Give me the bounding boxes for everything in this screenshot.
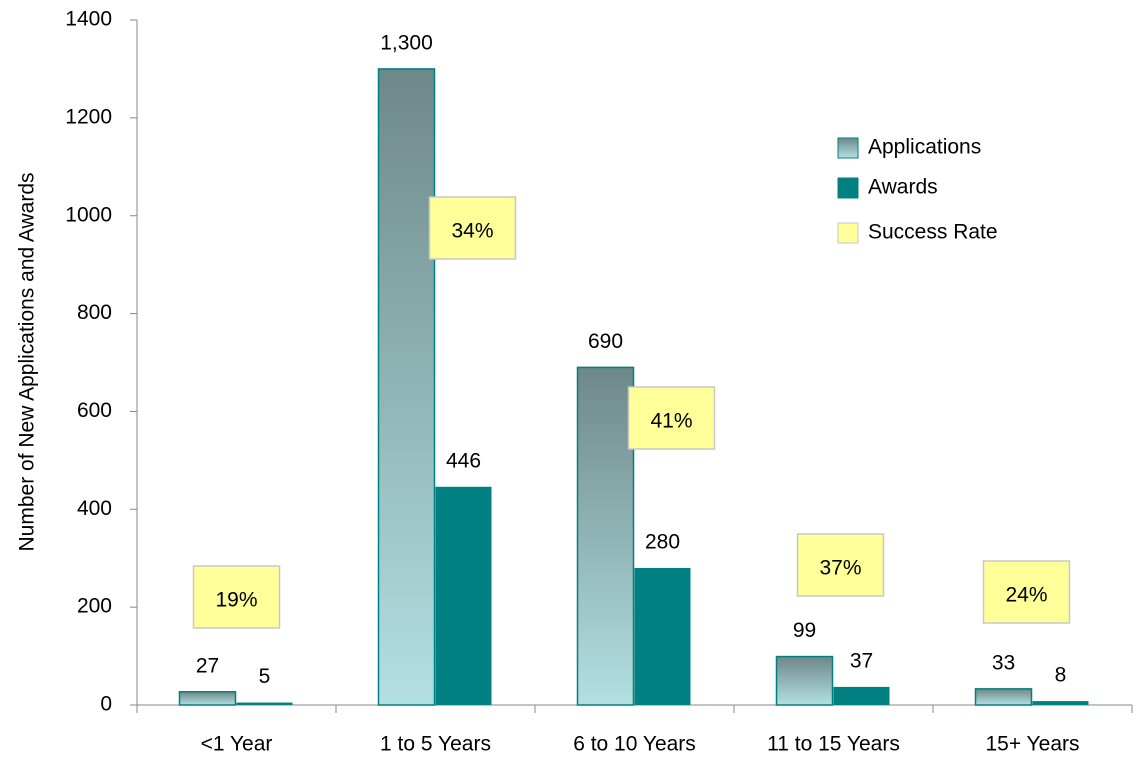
success-rate-label: 41%	[650, 410, 692, 433]
success-rate-box	[428, 196, 517, 260]
y-tick-label: 400	[77, 497, 112, 520]
value-label: 33	[992, 651, 1015, 674]
success-rate-label: 24%	[1005, 584, 1047, 607]
legend-swatch	[837, 222, 859, 244]
application-bar	[178, 691, 237, 706]
legend-swatch	[837, 137, 859, 159]
x-tick-label: 6 to 10 Years	[573, 733, 696, 756]
value-label: 446	[446, 449, 481, 472]
award-bar	[435, 486, 492, 705]
award-bar	[634, 568, 691, 705]
value-label: 1,300	[380, 31, 433, 54]
y-tick-label: 0	[100, 693, 112, 716]
legend-swatch	[837, 177, 859, 199]
y-tick-label: 1400	[65, 8, 112, 31]
value-label: 37	[850, 649, 873, 672]
value-label: 5	[259, 665, 271, 688]
y-tick-label: 1000	[65, 203, 112, 226]
x-tick-label: 15+ Years	[985, 733, 1079, 756]
success-rate-label: 37%	[819, 557, 861, 580]
value-label: 690	[588, 330, 623, 353]
success-rate-box	[192, 565, 281, 629]
x-tick-label: 11 to 15 Years	[767, 733, 900, 756]
legend-label: Awards	[868, 176, 938, 199]
success-rate-box	[627, 386, 716, 450]
y-tick-label: 200	[77, 595, 112, 618]
y-tick-label: 800	[77, 301, 112, 324]
success-rate-label: 19%	[215, 589, 257, 612]
award-bar	[1032, 701, 1089, 705]
application-bar	[775, 655, 834, 706]
application-bar	[377, 68, 436, 706]
y-axis-title: Number of New Applications and Awards	[16, 173, 39, 552]
value-label: 280	[645, 531, 680, 554]
success-rate-box	[982, 560, 1071, 624]
y-tick-label: 1200	[65, 105, 112, 128]
application-bar	[576, 366, 635, 706]
application-bar	[974, 688, 1033, 706]
value-label: 27	[196, 654, 219, 677]
x-tick-label: 1 to 5 Years	[380, 733, 491, 756]
y-tick-label: 600	[77, 399, 112, 422]
x-tick-label: <1 Year	[201, 733, 273, 756]
award-bar	[236, 702, 293, 705]
legend-label: Applications	[868, 136, 981, 159]
success-rate-box	[796, 533, 885, 597]
award-bar	[833, 686, 890, 705]
legend-label: Success Rate	[868, 221, 998, 244]
success-rate-label: 34%	[451, 220, 493, 243]
value-label: 99	[793, 619, 816, 642]
value-label: 8	[1055, 664, 1067, 687]
